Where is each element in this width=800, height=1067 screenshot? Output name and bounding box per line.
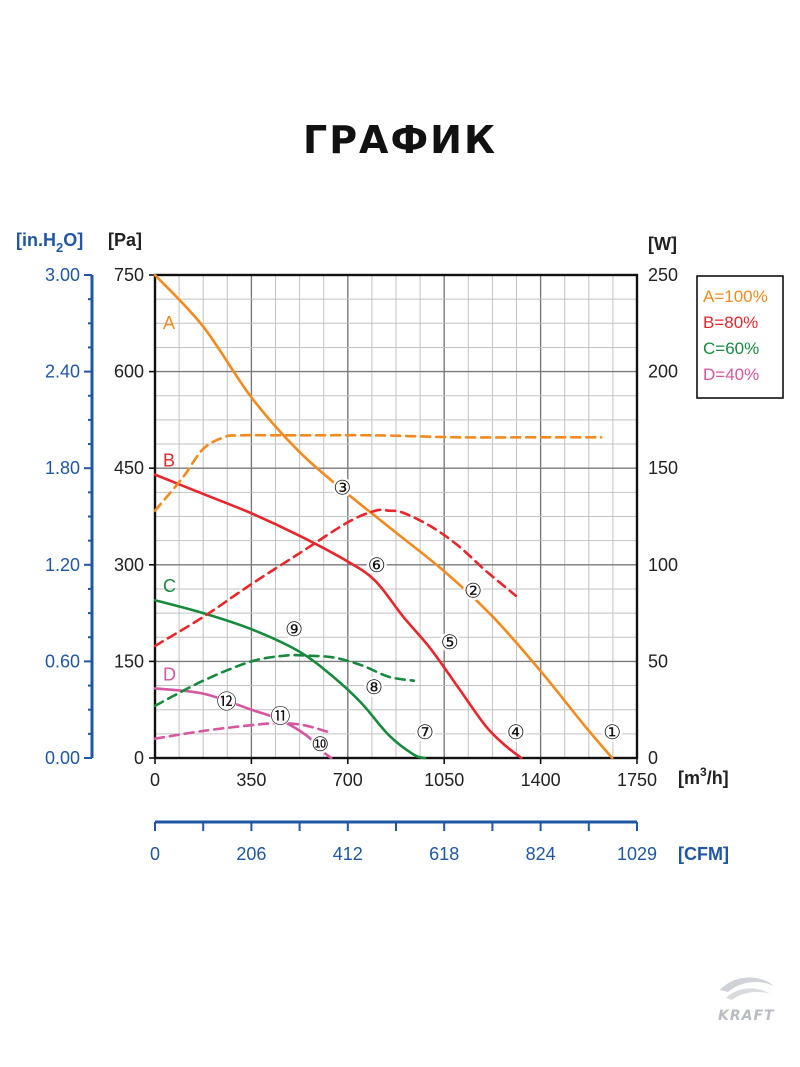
y-w-tick-label: 200 — [648, 362, 678, 382]
operating-point-label: ⑦ — [416, 720, 434, 744]
y-pa-unit-label: [Pa] — [108, 230, 142, 250]
cfm-tick-label: 412 — [333, 844, 363, 864]
operating-point-label: ⑥ — [368, 553, 386, 577]
kraft-logo-icon — [720, 977, 774, 1000]
operating-point-label: ⑨ — [285, 617, 303, 641]
operating-point-label: ① — [603, 720, 621, 744]
operating-point-label: ② — [464, 579, 482, 603]
x-tick-label: 350 — [236, 770, 266, 790]
operating-point-marker — [463, 580, 484, 601]
series-b-power-line — [153, 508, 518, 648]
x-tick-label: 1400 — [521, 770, 561, 790]
y-pa-tick-label: 750 — [114, 265, 144, 285]
series-b-label: B — [163, 451, 175, 471]
operating-point-label: ⑩ — [311, 732, 329, 756]
chart-labels: 0 350 700 1050 1400 1750 [m3/h] 0 150 300 450 600 75… — [16, 230, 729, 864]
y-w-tick-label: 100 — [648, 555, 678, 575]
operating-point-marker — [363, 677, 384, 698]
chart-axes — [84, 273, 639, 831]
operating-point-label: ③ — [333, 476, 351, 500]
y-inh2o-tick-label: 1.20 — [45, 555, 80, 575]
operating-point-marker — [270, 706, 291, 727]
brand-logo-text: KRAFT — [718, 1008, 775, 1024]
y-pa-tick-label: 300 — [114, 555, 144, 575]
x-tick-label: 700 — [333, 770, 363, 790]
operating-point-marker — [505, 722, 526, 743]
y-w-tick-label: 0 — [648, 748, 658, 768]
series-d-power-line — [153, 721, 333, 740]
operating-point-label: ⑤ — [441, 630, 459, 654]
cfm-tick-label: 206 — [236, 844, 266, 864]
operating-point-marker — [332, 477, 353, 498]
y-pa-tick-label: 450 — [114, 458, 144, 478]
x-axis-unit-label: [m3/h] — [678, 765, 729, 788]
operating-point-marker — [602, 722, 623, 743]
series-c-label: C — [163, 576, 176, 596]
operating-point-marker — [216, 691, 237, 712]
y-w-tick-label: 150 — [648, 458, 678, 478]
plot-frame — [153, 273, 639, 760]
cfm-tick-label: 0 — [150, 844, 160, 864]
y-inh2o-tick-label: 2.40 — [45, 362, 80, 382]
cfm-tick-label: 1029 — [617, 844, 657, 864]
y-w-tick-label: 50 — [648, 651, 668, 671]
operating-point-marker — [414, 722, 435, 743]
chart-grid — [155, 275, 637, 758]
y-inh2o-tick-label: 0.00 — [45, 748, 80, 768]
operating-point-marker — [284, 619, 305, 640]
operating-point-label: ⑪ — [270, 704, 290, 728]
y-w-tick-label: 250 — [648, 265, 678, 285]
legend-box — [696, 275, 784, 399]
operating-point-marker — [439, 632, 460, 653]
series-b-pressure-line — [153, 473, 523, 760]
series-c-pressure-line — [153, 598, 427, 760]
y-inh2o-tick-label: 3.00 — [45, 265, 80, 285]
legend-item-b: B=80% — [703, 313, 758, 332]
y-pa-tick-label: 600 — [114, 362, 144, 382]
x-tick-label: 1050 — [424, 770, 464, 790]
x-tick-label: 0 — [150, 770, 160, 790]
series-a-power-line — [153, 433, 603, 513]
x-tick-label: 1750 — [617, 770, 657, 790]
series-d-pressure-line — [153, 687, 333, 760]
y-inh2o-tick-label: 0.60 — [45, 651, 80, 671]
operating-point-marker — [310, 733, 331, 754]
series-c-power-line — [153, 653, 416, 708]
legend-item-c: C=60% — [703, 339, 759, 358]
series-a-label: A — [163, 313, 175, 333]
legend-item-d: D=40% — [703, 365, 759, 384]
page-title: ГРАФИК — [302, 118, 498, 162]
y-pa-tick-label: 150 — [114, 651, 144, 671]
cfm-tick-label: 618 — [429, 844, 459, 864]
series-a-pressure-line — [153, 273, 614, 760]
y-w-unit-label: [W] — [648, 234, 677, 254]
legend-item-a: A=100% — [703, 287, 768, 306]
cfm-unit-label: [CFM] — [678, 844, 729, 864]
operating-point-label: ⑫ — [217, 689, 237, 713]
series-d-label: D — [163, 664, 176, 684]
y-pa-tick-label: 0 — [134, 748, 144, 768]
operating-point-label: ⑧ — [365, 675, 383, 699]
operating-point-marker — [366, 554, 387, 575]
cfm-tick-label: 824 — [526, 844, 556, 864]
operating-point-label: ④ — [507, 720, 525, 744]
y-inh2o-unit-label: [in.H2O] — [16, 230, 83, 255]
chart-legend: A=100% B=80% C=60% D=40% — [696, 275, 784, 399]
y-inh2o-tick-label: 1.80 — [45, 458, 80, 478]
